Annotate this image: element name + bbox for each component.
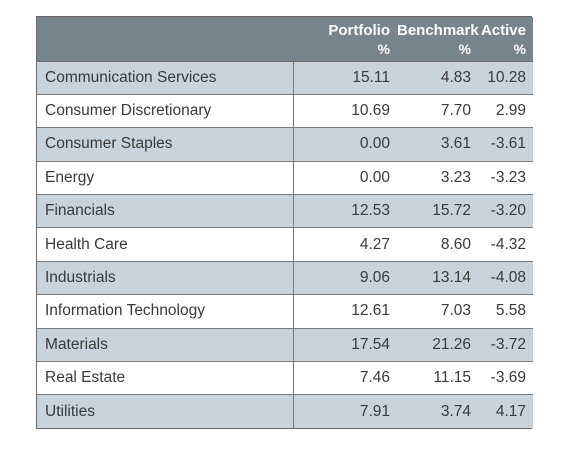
benchmark-cell: 8.60 (397, 227, 478, 262)
header-sector (37, 17, 293, 62)
benchmark-cell: 21.26 (397, 327, 478, 362)
sector-cell: Energy (37, 160, 294, 195)
sector-cell: Health Care (37, 227, 294, 262)
benchmark-cell: 4.83 (397, 60, 478, 95)
active-cell: 4.17 (478, 394, 533, 429)
table-row: Financials 12.53 15.72 -3.20 (37, 194, 533, 228)
table-row: Utilities 7.91 3.74 4.17 (37, 394, 533, 429)
benchmark-cell: 3.23 (397, 160, 478, 195)
portfolio-cell: 10.69 (293, 93, 397, 128)
sector-cell: Materials (37, 327, 294, 362)
header-active: Active % (478, 17, 533, 62)
table-header-row: Portfolio % Benchmark % Active % (37, 17, 533, 62)
header-benchmark: Benchmark % (397, 17, 479, 62)
sector-cell: Consumer Discretionary (37, 93, 294, 128)
sector-cell: Utilities (37, 394, 294, 429)
portfolio-cell: 7.91 (293, 394, 397, 429)
active-cell: -3.20 (478, 194, 533, 228)
active-cell: 5.58 (478, 294, 533, 329)
header-portfolio-unit: % (377, 41, 390, 57)
benchmark-cell: 11.15 (397, 361, 478, 395)
portfolio-cell: 9.06 (293, 260, 397, 295)
header-active-unit: % (513, 41, 526, 57)
header-portfolio: Portfolio % (293, 17, 397, 62)
table-row: Health Care 4.27 8.60 -4.32 (37, 227, 533, 262)
portfolio-cell: 17.54 (293, 327, 397, 362)
portfolio-cell: 0.00 (293, 160, 397, 195)
table-row: Communication Services 15.11 4.83 10.28 (37, 60, 533, 95)
table-row: Materials 17.54 21.26 -3.72 (37, 327, 533, 362)
table-row: Information Technology 12.61 7.03 5.58 (37, 294, 533, 329)
portfolio-cell: 0.00 (293, 127, 397, 162)
portfolio-cell: 7.46 (293, 361, 397, 395)
sector-weights-table: Portfolio % Benchmark % Active % Communi… (36, 16, 533, 430)
benchmark-cell: 3.74 (397, 394, 478, 429)
benchmark-cell: 13.14 (397, 260, 478, 295)
header-benchmark-label: Benchmark (397, 22, 479, 39)
sector-weights-grid: Portfolio % Benchmark % Active % Communi… (37, 17, 533, 429)
table-body: Communication Services 15.11 4.83 10.28 Cons… (37, 60, 533, 429)
sector-cell: Information Technology (37, 294, 294, 329)
active-cell: -3.69 (478, 361, 533, 395)
sector-cell: Financials (37, 194, 294, 228)
active-cell: -4.08 (478, 260, 533, 295)
active-cell: 10.28 (478, 60, 533, 95)
sector-cell: Real Estate (37, 361, 294, 395)
active-cell: -4.32 (478, 227, 533, 262)
portfolio-cell: 4.27 (293, 227, 397, 262)
table-row: Consumer Staples 0.00 3.61 -3.61 (37, 127, 533, 162)
benchmark-cell: 15.72 (397, 194, 478, 228)
benchmark-cell: 7.70 (397, 93, 478, 128)
table-row: Energy 0.00 3.23 -3.23 (37, 160, 533, 195)
sector-cell: Communication Services (37, 60, 294, 95)
header-portfolio-label: Portfolio (328, 22, 390, 39)
active-cell: -3.72 (478, 327, 533, 362)
portfolio-cell: 12.61 (293, 294, 397, 329)
table-row: Consumer Discretionary 10.69 7.70 2.99 (37, 93, 533, 128)
table-row: Industrials 9.06 13.14 -4.08 (37, 260, 533, 295)
active-cell: -3.61 (478, 127, 533, 162)
table-row: Real Estate 7.46 11.15 -3.69 (37, 361, 533, 395)
sector-cell: Consumer Staples (37, 127, 294, 162)
active-cell: -3.23 (478, 160, 533, 195)
active-cell: 2.99 (478, 93, 533, 128)
benchmark-cell: 3.61 (397, 127, 478, 162)
sector-cell: Industrials (37, 260, 294, 295)
header-benchmark-unit: % (458, 41, 471, 57)
portfolio-cell: 15.11 (293, 60, 397, 95)
benchmark-cell: 7.03 (397, 294, 478, 329)
portfolio-cell: 12.53 (293, 194, 397, 228)
header-active-label: Active (480, 22, 526, 39)
